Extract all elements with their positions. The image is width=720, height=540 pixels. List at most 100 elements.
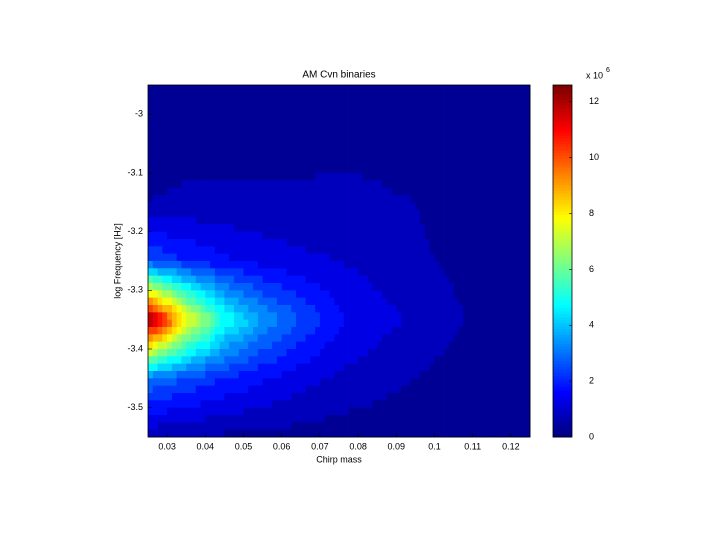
contour-fill [386,173,392,181]
contour-fill [482,393,488,401]
contour-fill [362,92,369,101]
contour-fill [458,253,464,262]
contour-fill [324,275,330,284]
contour-fill [434,378,440,387]
contour-fill [324,224,330,233]
contour-fill [401,136,407,145]
contour-fill [233,334,240,343]
contour-cell [148,319,187,379]
contour-fill [291,209,297,218]
contour-fill [401,158,407,167]
contour-fill [171,378,178,387]
contour-fill [491,239,497,247]
contour-fill [339,393,345,401]
contour-fill [401,239,407,247]
contour-fill [148,99,154,108]
x-tick-label: 0.03 [158,441,176,451]
contour-fill [520,231,526,240]
contour-fill [391,275,397,284]
contour-fill [434,209,440,218]
contour-fill [415,136,421,145]
contour-fill [467,209,474,218]
contour-fill [272,334,278,343]
contour-fill [396,305,402,313]
contour-fill [291,261,297,269]
contour-fill [253,121,259,130]
contour-fill [381,217,388,225]
contour-fill [415,121,421,130]
contour-fill [186,305,192,313]
contour-fill [262,253,268,262]
colorbar-swatch [553,155,572,159]
contour-fill [362,253,369,262]
contour-fill [281,85,287,93]
contour-fill [224,349,230,357]
contour-fill [267,202,273,211]
contour-fill [300,422,306,431]
contour-fill [358,224,364,233]
contour-fill [472,202,478,211]
contour-fill [262,363,268,372]
contour-fill [501,283,507,291]
contour-fill [439,290,445,299]
contour-fill [401,187,407,196]
contour-fill [291,290,297,299]
contour-fill [181,99,187,108]
contour-fill [405,121,412,130]
contour-fill [525,385,531,394]
chart-title: AM Cvn binaries [302,70,375,81]
contour-fill [367,378,373,387]
contour-fill [448,268,454,277]
contour-fill [315,107,321,115]
contour-fill [296,400,302,409]
contour-fill [233,341,240,350]
contour-fill [243,217,249,225]
contour-fill [334,297,340,306]
contour-fill [148,363,154,372]
contour-fill [324,334,330,343]
contour-fill [205,173,211,181]
contour-fill [200,305,206,313]
contour-fill [190,378,197,387]
contour-fill [238,173,244,181]
contour-fill [181,341,187,350]
contour-fill [286,341,292,350]
contour-fill [310,202,316,211]
contour-fill [386,99,392,108]
contour-fill [195,356,201,365]
contour-fill [300,246,306,255]
contour-fill [310,407,316,416]
contour-fill [319,107,326,115]
contour-fill [458,341,464,350]
contour-fill [491,290,497,299]
contour-fill [415,173,421,181]
contour-fill [310,114,316,123]
contour-fill [233,136,240,145]
contour-fill [410,422,416,431]
contour-fill [353,224,359,233]
contour-fill [176,385,182,394]
contour-fill [420,253,426,262]
contour-fill [214,305,221,313]
contour-fill [176,129,182,137]
contour-fill [439,393,445,401]
contour-fill [224,202,230,211]
colorbar-swatch [553,129,572,133]
contour-fill [510,297,517,306]
contour-fill [219,239,225,247]
contour-fill [520,261,526,269]
contour-fill [286,349,292,357]
contour-fill [248,275,254,284]
contour-fill [324,129,330,137]
contour-fill [458,327,464,335]
contour-fill [358,327,364,335]
contour-fill [401,363,407,372]
contour-fill [525,371,531,379]
colorbar-swatch [553,199,572,203]
contour-fill [496,195,502,203]
contour-fill [324,173,330,181]
contour-fill [401,393,407,401]
contour-fill [396,407,402,416]
contour-fill [176,180,182,189]
contour-fill [200,429,206,438]
